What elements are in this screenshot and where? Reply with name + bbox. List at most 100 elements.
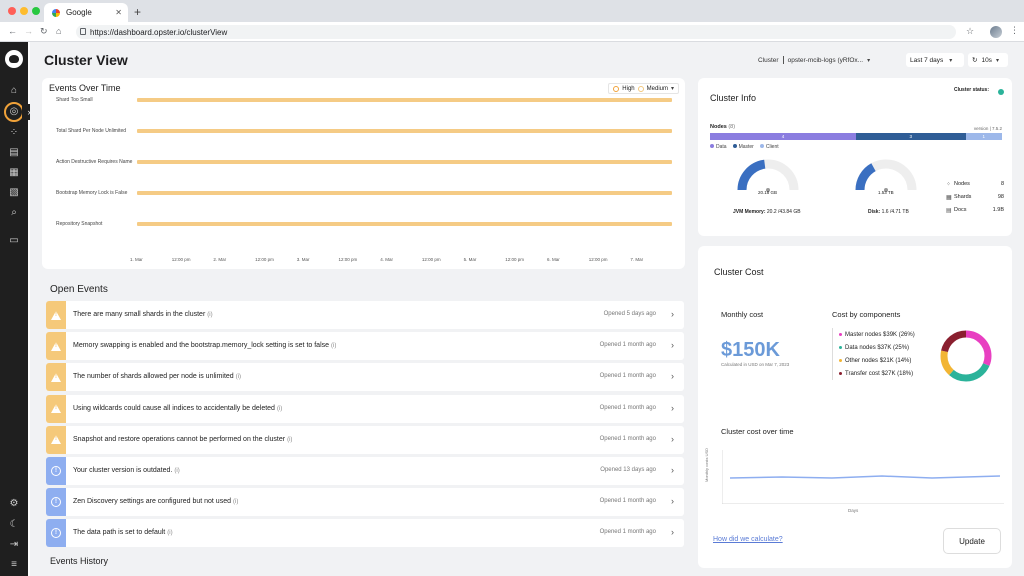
event-timeline-bar[interactable] xyxy=(137,191,672,195)
node-legend-item: Data xyxy=(710,144,727,150)
open-event-row[interactable]: ! Zen Discovery settings are configured b… xyxy=(46,488,684,517)
severity-legend[interactable]: High Medium ▾ xyxy=(608,83,679,94)
nodes-nav-icon[interactable]: ⁘ xyxy=(9,127,19,138)
home-icon[interactable]: ⌂ xyxy=(56,26,62,36)
nodes-label-text: Nodes xyxy=(710,124,727,130)
donut-slice[interactable] xyxy=(940,330,992,382)
donut-slice[interactable] xyxy=(940,330,992,382)
reload-icon[interactable]: ↻ xyxy=(40,26,48,36)
open-event-row[interactable]: ! Your cluster version is outdated. (i) Ope… xyxy=(46,457,684,485)
open-event-row[interactable]: Using wildcards could cause all indices … xyxy=(46,394,684,423)
node-bar-segment[interactable]: 4 xyxy=(710,133,856,140)
x-axis-tick: 1. Mar xyxy=(130,257,143,262)
opster-logo[interactable] xyxy=(5,50,23,68)
map-nav-icon[interactable]: ▧ xyxy=(9,187,19,198)
node-bar-segment[interactable]: 1 xyxy=(965,133,1002,140)
cluster-stat-row: ⁘ Nodes 8 xyxy=(946,181,1004,188)
open-event-row[interactable]: Snapshot and restore operations cannot b… xyxy=(46,425,684,454)
profile-avatar[interactable] xyxy=(990,26,1002,38)
chevron-right-icon[interactable]: › xyxy=(671,433,674,444)
event-text: Snapshot and restore operations cannot b… xyxy=(73,436,292,443)
cost-y-axis-label: Monthly costs USD xyxy=(704,447,709,482)
dashboard-nav-icon[interactable]: ▤ xyxy=(9,147,19,158)
chevron-right-icon[interactable]: › xyxy=(671,402,674,413)
event-opened-time: Opened 5 days ago xyxy=(603,311,656,317)
x-axis-tick: 2. Mar xyxy=(213,257,227,262)
close-window-button[interactable] xyxy=(8,7,16,15)
event-info-icon[interactable]: (i) xyxy=(287,436,293,443)
cost-component-label: Data nodes $37K (25%) xyxy=(845,344,910,351)
chevron-down-icon: ▾ xyxy=(949,57,953,64)
minimize-window-button[interactable] xyxy=(20,7,28,15)
shards-icon: ▦ xyxy=(946,195,952,201)
event-timeline-bar[interactable] xyxy=(137,222,672,226)
cluster-select[interactable]: Cluster opster-mcib-logs (yRfOx... ▾ xyxy=(758,53,886,67)
bookmark-star-icon[interactable]: ☆ xyxy=(966,26,975,36)
cost-component-item: Master nodes $39K (26%) xyxy=(839,328,915,341)
open-event-row[interactable]: ! The data path is set to default (i) Opene… xyxy=(46,519,684,548)
cluster-info-title: Cluster Info xyxy=(710,93,757,103)
event-timeline-bar[interactable] xyxy=(137,160,672,164)
address-bar: ← → ↻ ⌂ https://dashboard.opster.io/clus… xyxy=(0,22,1024,42)
browser-menu-icon[interactable]: ⋮ xyxy=(1010,25,1019,35)
search-nav-icon[interactable]: ⌕ xyxy=(11,207,17,218)
cost-component-label: Master nodes $39K (26%) xyxy=(845,331,915,338)
event-info-icon[interactable]: (i) xyxy=(207,312,213,318)
cluster-info-card: Cluster Info Cluster status: Nodes (8) v… xyxy=(698,78,1012,236)
event-timeline-bar[interactable] xyxy=(137,98,672,102)
event-info-icon[interactable]: (i) xyxy=(232,499,239,506)
chevron-right-icon[interactable]: › xyxy=(671,527,674,538)
maximize-window-button[interactable] xyxy=(32,7,40,15)
event-text: There are many small shards in the clust… xyxy=(73,311,213,318)
cost-components-list: Master nodes $39K (26%) Data nodes $37K (… xyxy=(832,328,915,380)
refresh-interval-select[interactable]: ↻ 10s ▾ xyxy=(968,53,1008,67)
docs-icon: ▤ xyxy=(946,208,952,214)
high-legend-icon xyxy=(613,85,620,92)
reports-nav-icon[interactable]: ▦ xyxy=(9,167,19,178)
chevron-right-icon[interactable]: › xyxy=(671,465,674,475)
back-icon[interactable]: ← xyxy=(8,26,17,36)
event-info-icon[interactable]: (i) xyxy=(276,405,283,412)
chevron-right-icon[interactable]: › xyxy=(671,340,674,351)
url-field[interactable]: https://dashboard.opster.io/clusterView xyxy=(76,25,956,39)
refresh-value: 10s xyxy=(981,56,992,64)
new-tab-button[interactable]: + xyxy=(134,5,142,19)
home-nav-icon[interactable]: ⌂ xyxy=(10,85,18,96)
monitor-nav-icon[interactable]: ▭ xyxy=(9,235,19,246)
monthly-cost-label: Monthly cost xyxy=(721,310,764,319)
open-event-row[interactable]: The number of shards allowed per node is… xyxy=(46,363,684,392)
main-content: Cluster View Cluster opster-mcib-logs (y… xyxy=(30,42,1024,576)
nodes-count: (8) xyxy=(728,124,736,130)
open-event-row[interactable]: There are many small shards in the clust… xyxy=(46,301,684,329)
event-info-icon[interactable]: (i) xyxy=(174,468,180,474)
legend-medium: Medium xyxy=(646,85,668,92)
time-range-select[interactable]: Last 7 days ▾ xyxy=(906,53,964,67)
warning-icon xyxy=(46,363,66,392)
node-bar-segment[interactable]: 3 xyxy=(856,133,966,140)
event-info-icon[interactable]: (i) xyxy=(235,374,242,381)
cluster-view-nav-icon[interactable]: ◎ xyxy=(9,106,19,117)
logout-icon[interactable]: ⇥ xyxy=(9,539,19,550)
browser-tab[interactable]: Google ✕ xyxy=(44,3,128,22)
disk-gauge xyxy=(855,159,917,192)
event-description: The data path is set to default xyxy=(73,529,166,537)
how-calculated-link[interactable]: How did we calculate? xyxy=(713,536,783,543)
close-tab-icon[interactable]: ✕ xyxy=(115,8,122,17)
donut-slice[interactable] xyxy=(940,330,992,382)
event-timeline-bar[interactable] xyxy=(137,129,672,133)
open-event-row[interactable]: Memory swapping is enabled and the boots… xyxy=(46,332,684,361)
chevron-right-icon[interactable]: › xyxy=(671,309,674,319)
chevron-right-icon[interactable]: › xyxy=(671,371,674,382)
settings-icon[interactable]: ⚙ xyxy=(9,498,19,509)
event-info-icon[interactable]: (i) xyxy=(331,343,337,350)
menu-icon[interactable]: ≡ xyxy=(11,559,17,570)
warning-icon xyxy=(46,394,66,423)
url-text: https://dashboard.opster.io/clusterView xyxy=(90,27,228,37)
forward-icon[interactable]: → xyxy=(24,26,33,36)
event-info-icon[interactable]: (i) xyxy=(167,530,173,537)
update-button[interactable]: Update xyxy=(943,528,1001,554)
chevron-right-icon[interactable]: › xyxy=(671,496,674,507)
event-row-label: Action Destructive Requires Name xyxy=(56,159,133,165)
dark-mode-icon[interactable]: ☾ xyxy=(9,519,19,530)
node-legend: Data Master Client xyxy=(710,144,779,150)
